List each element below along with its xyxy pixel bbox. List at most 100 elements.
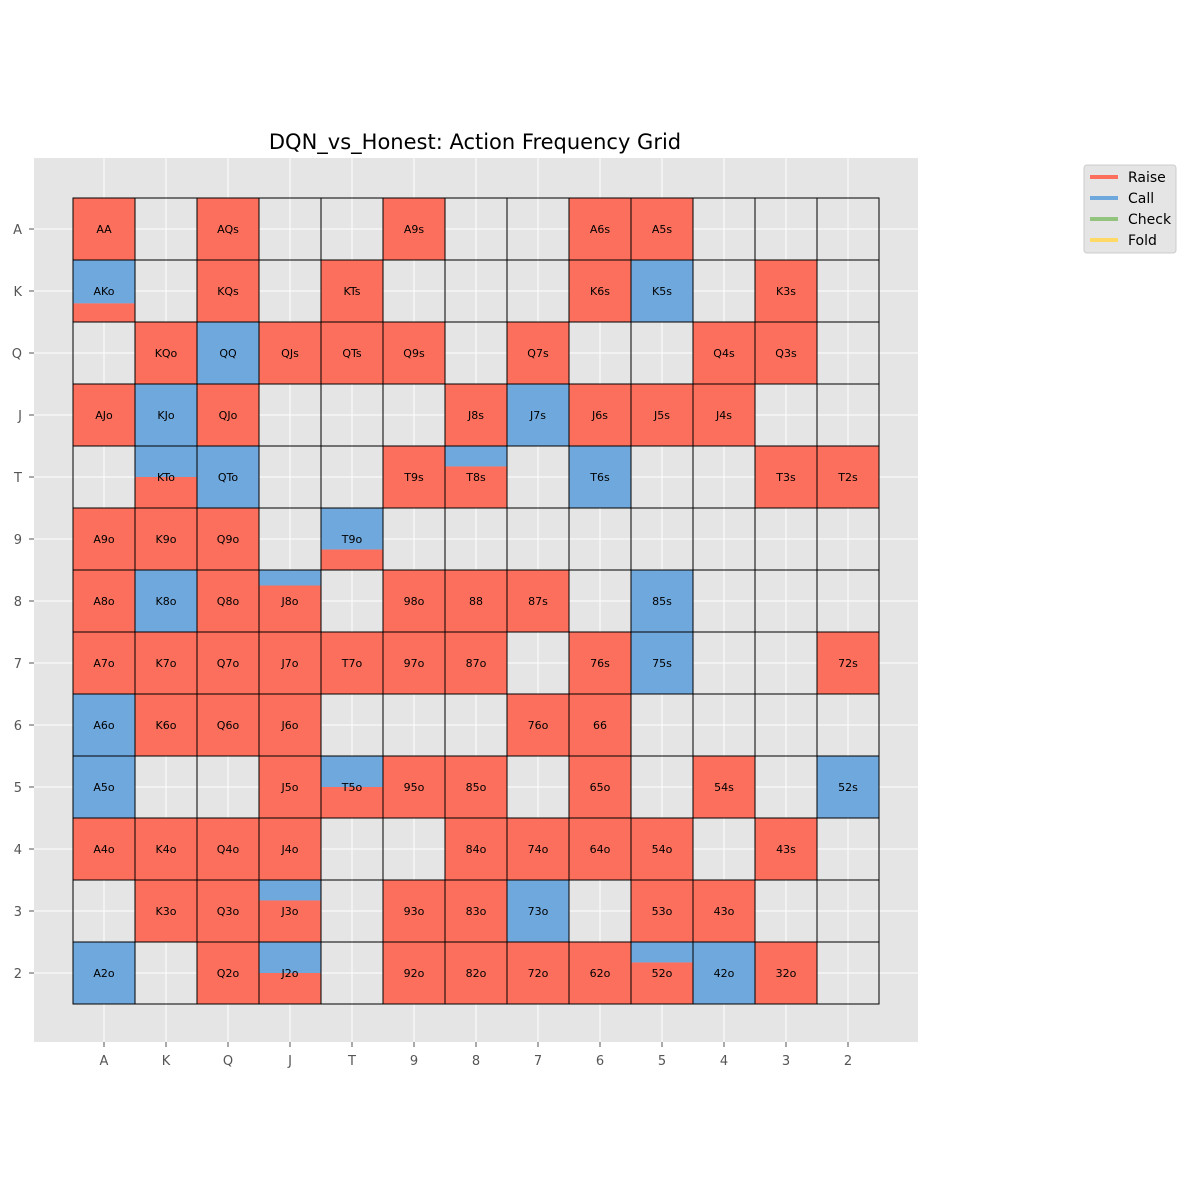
x-tick-label: Q bbox=[223, 1054, 233, 1069]
raise-bar bbox=[135, 880, 197, 942]
cell-label: T6s bbox=[589, 471, 610, 484]
legend-item-call: Call bbox=[1090, 191, 1154, 207]
cell-label: K5s bbox=[652, 285, 672, 298]
raise-bar bbox=[569, 632, 631, 694]
cell-label: T8s bbox=[465, 471, 486, 484]
cell-label: A5o bbox=[93, 781, 115, 794]
cell-label: A6o bbox=[93, 719, 115, 732]
cell-label: QJo bbox=[219, 409, 238, 422]
cell-label: 82o bbox=[466, 967, 487, 980]
cell-label: KTo bbox=[157, 471, 175, 484]
hand-cell-QTs: QTs bbox=[320, 321, 384, 385]
cell-label: J8s bbox=[467, 409, 484, 422]
hand-cell-Q3o: Q3o bbox=[196, 879, 260, 943]
hand-cell-Q9s: Q9s bbox=[382, 321, 446, 385]
raise-bar bbox=[817, 446, 879, 508]
raise-bar bbox=[321, 787, 383, 818]
y-tick-label: 6 bbox=[14, 719, 22, 734]
hand-cell-Q4o: Q4o bbox=[196, 817, 260, 881]
cell-label: 42o bbox=[714, 967, 735, 980]
raise-bar bbox=[755, 322, 817, 384]
cell-label: AQs bbox=[217, 223, 239, 236]
cell-label: 64o bbox=[590, 843, 611, 856]
cell-label: J6o bbox=[281, 719, 299, 732]
raise-bar bbox=[321, 260, 383, 322]
hand-cell-AQs: AQs bbox=[196, 197, 260, 261]
hand-cell-T2s: T2s bbox=[816, 445, 880, 509]
cell-label: T9o bbox=[341, 533, 363, 546]
cell-label: T5o bbox=[341, 781, 363, 794]
cell-label: 72o bbox=[528, 967, 549, 980]
hand-cell-AA: AA bbox=[72, 197, 136, 261]
call-bar bbox=[631, 942, 693, 963]
call-bar bbox=[259, 880, 321, 901]
raise-bar bbox=[817, 632, 879, 694]
hand-cell-Q7s: Q7s bbox=[506, 321, 570, 385]
cell-label: 65o bbox=[590, 781, 611, 794]
hand-cell-T8s: T8s bbox=[444, 445, 508, 509]
raise-bar bbox=[569, 942, 631, 1004]
cell-label: 54s bbox=[714, 781, 734, 794]
cell-label: K6s bbox=[590, 285, 610, 298]
raise-bar bbox=[197, 694, 259, 756]
raise-bar bbox=[321, 322, 383, 384]
raise-bar bbox=[73, 384, 135, 446]
cell-label: KTs bbox=[344, 285, 361, 298]
raise-bar bbox=[197, 508, 259, 570]
hand-cell-T6s: T6s bbox=[568, 445, 632, 509]
raise-bar bbox=[259, 756, 321, 818]
cell-label: J5o bbox=[281, 781, 299, 794]
cell-label: 74o bbox=[528, 843, 549, 856]
cell-label: 87s bbox=[528, 595, 548, 608]
cell-border bbox=[754, 321, 818, 385]
cell-label: AKo bbox=[94, 285, 115, 298]
raise-bar bbox=[693, 756, 755, 818]
call-bar bbox=[135, 570, 197, 632]
hand-cell-KQo: KQo bbox=[134, 321, 198, 385]
hand-cell-75s: 75s bbox=[630, 631, 694, 695]
hand-cell-A9s: A9s bbox=[382, 197, 446, 261]
hand-cell-54s: 54s bbox=[692, 755, 756, 819]
hand-cell-42o: 42o bbox=[692, 941, 756, 1005]
cell-label: A9s bbox=[404, 223, 425, 236]
call-bar bbox=[693, 942, 755, 1004]
cell-label: 84o bbox=[466, 843, 487, 856]
hand-cell-Q4s: Q4s bbox=[692, 321, 756, 385]
cell-label: Q8o bbox=[217, 595, 240, 608]
cell-label: KJo bbox=[157, 409, 174, 422]
hand-cell-52s: 52s bbox=[816, 755, 880, 819]
hand-cell-J8s: J8s bbox=[444, 383, 508, 447]
raise-bar bbox=[197, 198, 259, 260]
hand-cell-KQs: KQs bbox=[196, 259, 260, 323]
raise-bar bbox=[569, 694, 631, 756]
cell-border bbox=[444, 631, 508, 695]
cell-label: J3o bbox=[281, 905, 299, 918]
cell-label: 95o bbox=[404, 781, 425, 794]
raise-bar bbox=[631, 962, 693, 1004]
hand-cell-K6o: K6o bbox=[134, 693, 198, 757]
x-tick-label: 2 bbox=[844, 1054, 852, 1069]
x-tick-label: 8 bbox=[472, 1054, 480, 1069]
cell-label: J4o bbox=[281, 843, 299, 856]
cell-label: QTs bbox=[342, 347, 362, 360]
hand-cell-K9o: K9o bbox=[134, 507, 198, 571]
cell-label: Q2o bbox=[217, 967, 240, 980]
hand-cell-A9o: A9o bbox=[72, 507, 136, 571]
call-bar bbox=[321, 756, 383, 787]
cell-border bbox=[320, 507, 384, 571]
cell-label: J4s bbox=[715, 409, 732, 422]
raise-bar bbox=[259, 973, 321, 1004]
hand-cell-J8o: J8o bbox=[258, 569, 322, 633]
raise-bar bbox=[755, 446, 817, 508]
raise-bar bbox=[73, 632, 135, 694]
hand-cell-82o: 82o bbox=[444, 941, 508, 1005]
cell-label: J5s bbox=[653, 409, 670, 422]
hand-cell-QJo: QJo bbox=[196, 383, 260, 447]
raise-bar bbox=[445, 880, 507, 942]
hand-cell-85s: 85s bbox=[630, 569, 694, 633]
y-tick-label: 5 bbox=[14, 781, 22, 796]
hand-cell-J5s: J5s bbox=[630, 383, 694, 447]
raise-bar bbox=[569, 260, 631, 322]
legend: Raise Call Check Fold bbox=[1083, 164, 1177, 254]
